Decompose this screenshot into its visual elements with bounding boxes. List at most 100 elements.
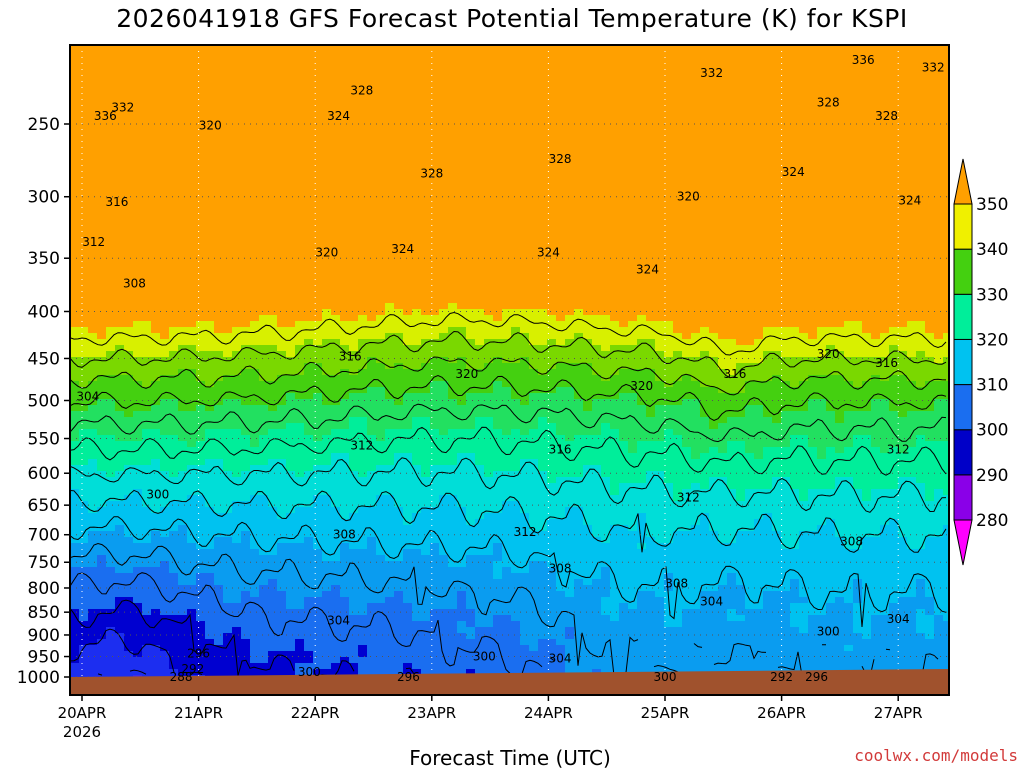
band-cell xyxy=(223,333,233,358)
band-cell xyxy=(637,441,647,484)
band-cell xyxy=(862,333,872,358)
band-cell xyxy=(151,645,161,695)
band-cell xyxy=(790,357,800,388)
band-cell xyxy=(358,339,368,370)
y-tick-label: 300 xyxy=(28,188,60,208)
band-cell xyxy=(799,411,809,436)
credit-text: coolwx.com/models xyxy=(854,746,1018,765)
band-cell xyxy=(385,465,395,496)
band-cell xyxy=(277,651,287,695)
band-cell xyxy=(133,543,143,568)
band-cell xyxy=(583,525,593,586)
band-cell xyxy=(529,345,539,370)
band-cell xyxy=(268,459,278,508)
band-cell xyxy=(511,327,521,364)
colorbar-label: 300 xyxy=(976,421,1008,441)
band-cell xyxy=(583,585,593,695)
band-cell xyxy=(880,489,890,526)
contour-label: 324 xyxy=(782,165,805,179)
band-cell xyxy=(529,561,539,652)
band-cell xyxy=(790,603,800,628)
band-cell xyxy=(853,579,863,604)
band-cell xyxy=(511,45,521,310)
contour-label: 304 xyxy=(76,389,99,403)
colorbar-under-triangle xyxy=(953,519,973,566)
band-cell xyxy=(493,339,503,358)
band-cell xyxy=(151,357,161,382)
contour-label: 300 xyxy=(654,670,677,684)
band-cell xyxy=(637,483,647,514)
band-cell xyxy=(889,327,899,346)
band-cell xyxy=(691,525,701,610)
band-cell xyxy=(367,471,377,508)
band-cell xyxy=(97,639,107,695)
band-cell xyxy=(610,345,620,376)
band-cell xyxy=(790,387,800,412)
band-cell xyxy=(241,405,251,436)
band-cell xyxy=(763,489,773,514)
band-cell xyxy=(880,333,890,358)
band-cell xyxy=(664,429,674,484)
y-tick-label: 450 xyxy=(28,349,60,369)
band-cell xyxy=(853,387,863,412)
band-cell xyxy=(574,399,584,436)
band-cell xyxy=(817,399,827,460)
band-cell xyxy=(547,423,557,484)
band-cell xyxy=(421,417,431,478)
band-cell xyxy=(448,303,458,328)
band-cell xyxy=(709,333,719,358)
band-cell xyxy=(502,339,512,364)
band-cell xyxy=(781,411,791,448)
band-cell xyxy=(241,531,251,592)
band-cell xyxy=(718,369,728,394)
band-cell xyxy=(97,399,107,436)
contour-label: 308 xyxy=(665,576,688,590)
band-cell xyxy=(142,507,152,544)
band-cell xyxy=(205,321,215,352)
band-cell xyxy=(169,351,179,376)
band-cell xyxy=(763,591,773,695)
band-cell xyxy=(70,441,80,466)
band-cell xyxy=(664,591,674,628)
band-cell xyxy=(835,375,845,424)
contour-label: 316 xyxy=(339,350,362,364)
band-cell xyxy=(358,645,368,658)
band-cell xyxy=(664,45,674,322)
band-cell xyxy=(322,435,332,466)
contour-line xyxy=(70,572,555,677)
band-cell xyxy=(241,45,251,328)
band-cell xyxy=(808,375,818,400)
band-cell xyxy=(601,477,611,544)
band-cell xyxy=(736,345,746,364)
colorbar-label: 320 xyxy=(976,330,1008,350)
band-cell xyxy=(556,345,566,364)
band-cell xyxy=(241,639,251,695)
band-cell xyxy=(376,555,386,604)
band-cell xyxy=(313,597,323,670)
contour-line xyxy=(70,374,947,422)
band-cell xyxy=(196,381,206,406)
band-cell xyxy=(529,369,539,394)
band-cell xyxy=(709,447,719,478)
band-cell xyxy=(196,351,206,382)
band-cell xyxy=(673,45,683,334)
band-cell xyxy=(403,45,413,316)
band-cell xyxy=(430,609,440,695)
band-cell xyxy=(493,381,503,430)
band-cell xyxy=(853,549,863,580)
band-cell xyxy=(412,621,422,670)
band-cell xyxy=(223,513,233,538)
band-cell xyxy=(331,507,341,562)
band-cell xyxy=(115,375,125,412)
band-cell xyxy=(178,471,188,502)
band-cell xyxy=(502,387,512,436)
band-cell xyxy=(70,357,80,382)
band-cell xyxy=(421,621,431,695)
band-cell xyxy=(385,333,395,370)
contour-label: 312 xyxy=(887,442,910,456)
y-tick-label: 500 xyxy=(28,392,60,412)
band-cell xyxy=(835,327,845,352)
band-cell xyxy=(772,531,782,592)
band-cell xyxy=(448,495,458,568)
band-cell xyxy=(808,447,818,490)
